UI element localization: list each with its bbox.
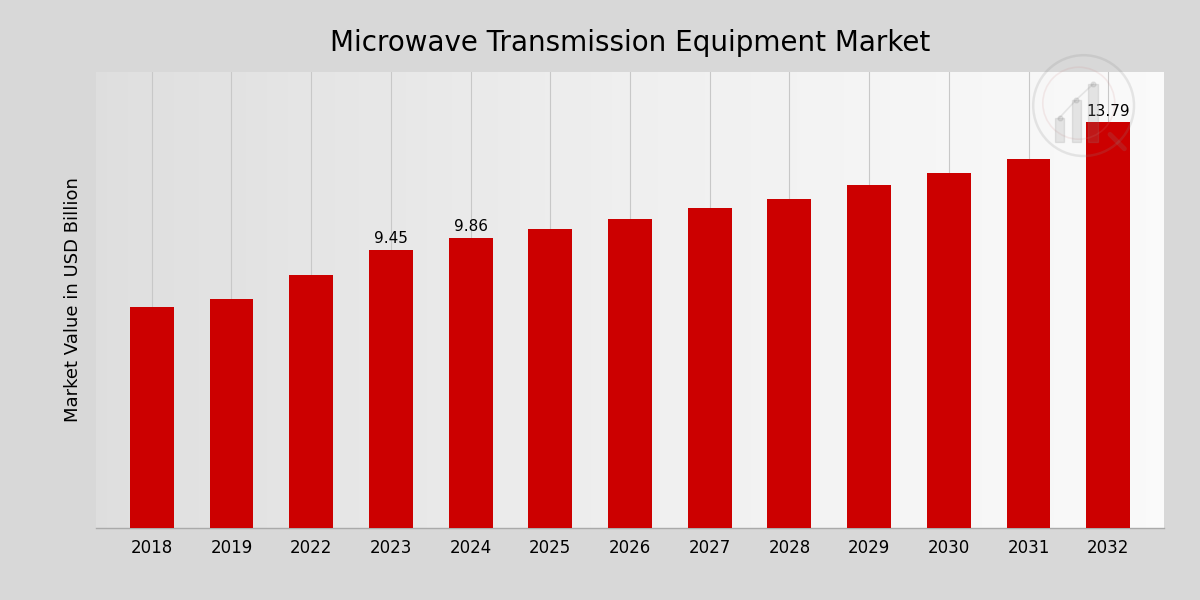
Text: 13.79: 13.79 — [1086, 104, 1130, 119]
Bar — [528, 229, 572, 528]
Bar — [1086, 122, 1130, 528]
Bar — [1007, 159, 1050, 528]
Bar — [289, 275, 334, 528]
Bar — [1055, 118, 1064, 142]
Bar — [449, 238, 492, 528]
Bar — [768, 199, 811, 528]
Y-axis label: Market Value in USD Billion: Market Value in USD Billion — [64, 178, 82, 422]
Text: 9.45: 9.45 — [374, 232, 408, 247]
Bar — [1088, 84, 1098, 142]
Bar — [210, 299, 253, 528]
Bar — [688, 208, 732, 528]
Bar — [1072, 100, 1081, 142]
Bar — [926, 173, 971, 528]
Bar — [608, 218, 652, 528]
Text: 9.86: 9.86 — [454, 220, 487, 235]
Bar — [847, 185, 892, 528]
Title: Microwave Transmission Equipment Market: Microwave Transmission Equipment Market — [330, 29, 930, 57]
Bar — [368, 250, 413, 528]
Bar — [130, 307, 174, 528]
